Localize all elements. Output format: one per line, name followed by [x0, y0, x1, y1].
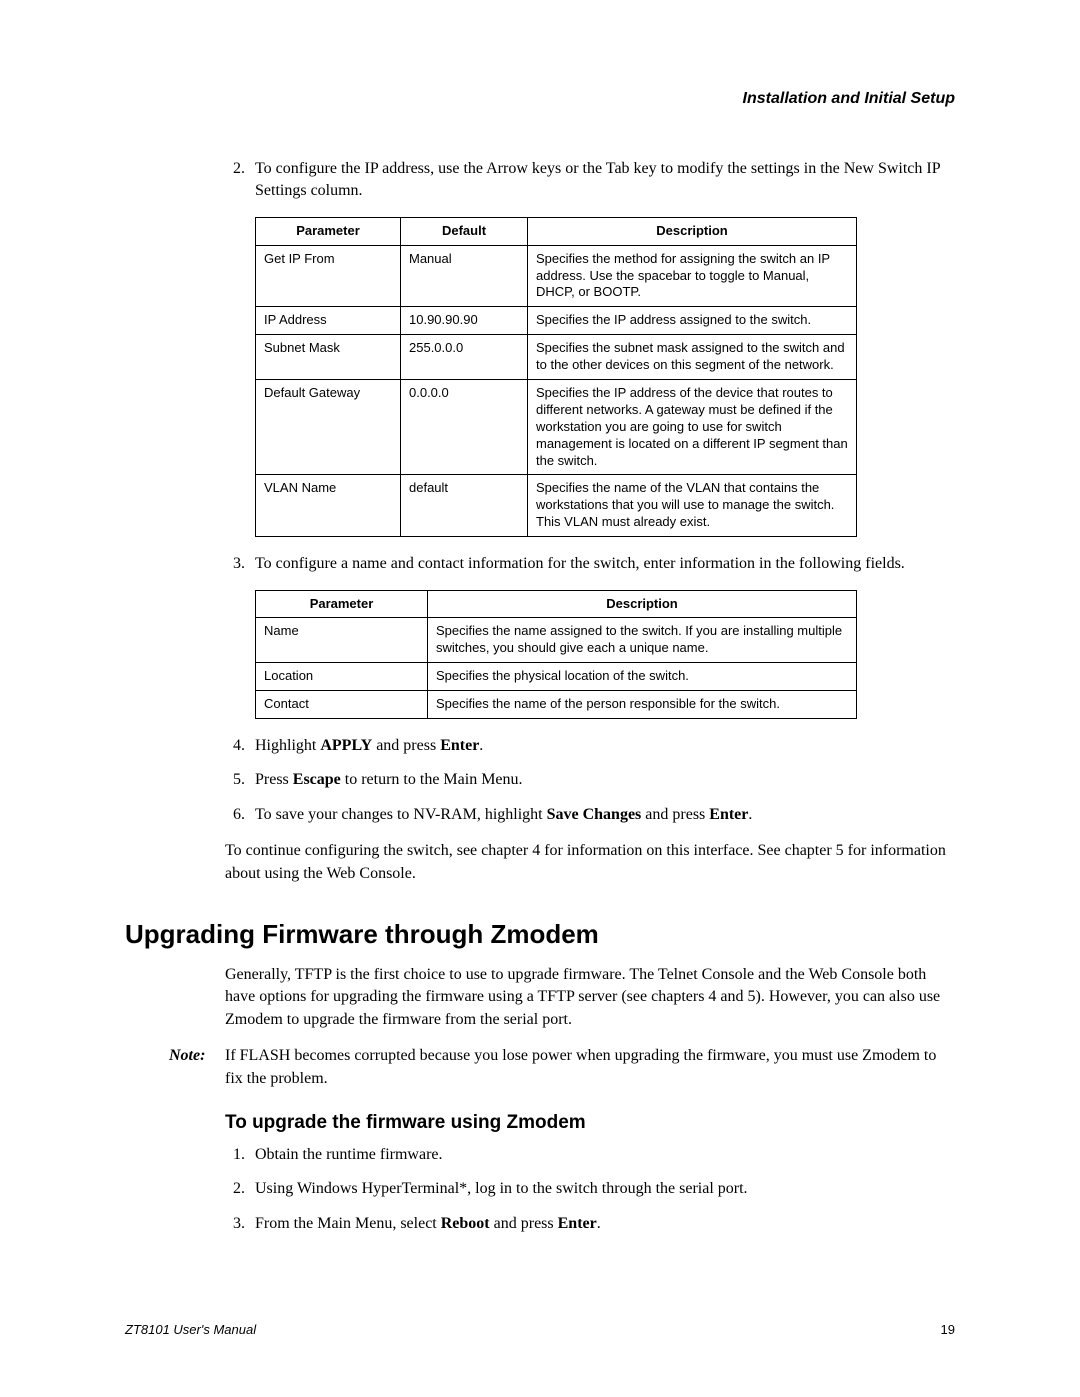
zmodem-step-2: Using Windows HyperTerminal*, log in to …: [249, 1178, 955, 1200]
cell-default: 10.90.90.90: [401, 307, 528, 335]
text: to return to the Main Menu.: [341, 771, 523, 788]
text: Highlight: [255, 737, 320, 754]
text: From the Main Menu, select: [255, 1215, 441, 1232]
step-3: To configure a name and contact informat…: [249, 553, 955, 575]
zmodem-step-1: Obtain the runtime firmware.: [249, 1144, 955, 1166]
cell-default: Manual: [401, 245, 528, 307]
bold-enter: Enter: [709, 806, 748, 823]
cell-default: 0.0.0.0: [401, 380, 528, 475]
header-section-title: Installation and Initial Setup: [125, 90, 955, 108]
text: and press: [490, 1215, 558, 1232]
cell-param: Subnet Mask: [256, 335, 401, 380]
text: .: [597, 1215, 601, 1232]
table2-header-description: Description: [428, 590, 857, 618]
table1-header-description: Description: [528, 217, 857, 245]
cell-desc: Specifies the physical location of the s…: [428, 663, 857, 691]
table-row: Default Gateway 0.0.0.0 Specifies the IP…: [256, 380, 857, 475]
table-row: Subnet Mask 255.0.0.0 Specifies the subn…: [256, 335, 857, 380]
bold-enter: Enter: [558, 1215, 597, 1232]
bold-reboot: Reboot: [441, 1215, 490, 1232]
step-6: To save your changes to NV-RAM, highligh…: [249, 804, 955, 826]
step-5: Press Escape to return to the Main Menu.: [249, 769, 955, 791]
upgrade-paragraph: Generally, TFTP is the first choice to u…: [225, 964, 955, 1031]
cell-param: VLAN Name: [256, 475, 401, 537]
note-block: Note: If FLASH becomes corrupted because…: [125, 1045, 955, 1090]
table-row: VLAN Name default Specifies the name of …: [256, 475, 857, 537]
cell-param: Contact: [256, 691, 428, 719]
cell-desc: Specifies the method for assigning the s…: [528, 245, 857, 307]
cell-desc: Specifies the IP address of the device t…: [528, 380, 857, 475]
text: Press: [255, 771, 293, 788]
table-contact-info: Parameter Description Name Specifies the…: [255, 590, 857, 719]
table1-header-default: Default: [401, 217, 528, 245]
cell-desc: Specifies the name of the person respons…: [428, 691, 857, 719]
footer-manual-title: ZT8101 User's Manual: [125, 1322, 256, 1337]
cell-desc: Specifies the subnet mask assigned to th…: [528, 335, 857, 380]
bold-escape: Escape: [293, 771, 341, 788]
text: .: [748, 806, 752, 823]
footer: ZT8101 User's Manual 19: [125, 1322, 955, 1337]
text: and press: [641, 806, 709, 823]
cell-param: IP Address: [256, 307, 401, 335]
table2-header-parameter: Parameter: [256, 590, 428, 618]
cell-default: 255.0.0.0: [401, 335, 528, 380]
table-row: Contact Specifies the name of the person…: [256, 691, 857, 719]
text: To save your changes to NV-RAM, highligh…: [255, 806, 547, 823]
table-row: Get IP From Manual Specifies the method …: [256, 245, 857, 307]
cell-default: default: [401, 475, 528, 537]
bold-apply: APPLY: [320, 737, 372, 754]
table-row: Location Specifies the physical location…: [256, 663, 857, 691]
cell-param: Default Gateway: [256, 380, 401, 475]
cell-param: Location: [256, 663, 428, 691]
step-4: Highlight APPLY and press Enter.: [249, 735, 955, 757]
heading-upgrading-firmware: Upgrading Firmware through Zmodem: [125, 919, 955, 950]
zmodem-step-3: From the Main Menu, select Reboot and pr…: [249, 1213, 955, 1235]
note-text: If FLASH becomes corrupted because you l…: [225, 1045, 955, 1090]
text: .: [479, 737, 483, 754]
body-block-1: To configure the IP address, use the Arr…: [225, 158, 955, 885]
footer-page-number: 19: [941, 1322, 955, 1337]
cell-desc: Specifies the name of the VLAN that cont…: [528, 475, 857, 537]
cell-param: Name: [256, 618, 428, 663]
step-2: To configure the IP address, use the Arr…: [249, 158, 955, 203]
bold-save-changes: Save Changes: [547, 806, 642, 823]
heading-zmodem-steps: To upgrade the firmware using Zmodem: [225, 1112, 955, 1134]
note-label: Note:: [125, 1045, 225, 1090]
cell-desc: Specifies the IP address assigned to the…: [528, 307, 857, 335]
page: Installation and Initial Setup To config…: [0, 0, 1080, 1397]
table-row: Name Specifies the name assigned to the …: [256, 618, 857, 663]
body-block-3: To upgrade the firmware using Zmodem Obt…: [225, 1112, 955, 1235]
table1-header-parameter: Parameter: [256, 217, 401, 245]
cell-desc: Specifies the name assigned to the switc…: [428, 618, 857, 663]
text: and press: [372, 737, 440, 754]
bold-enter: Enter: [440, 737, 479, 754]
table-row: IP Address 10.90.90.90 Specifies the IP …: [256, 307, 857, 335]
table-ip-settings: Parameter Default Description Get IP Fro…: [255, 217, 857, 537]
body-block-2: Generally, TFTP is the first choice to u…: [225, 964, 955, 1031]
continue-paragraph: To continue configuring the switch, see …: [225, 840, 955, 885]
cell-param: Get IP From: [256, 245, 401, 307]
